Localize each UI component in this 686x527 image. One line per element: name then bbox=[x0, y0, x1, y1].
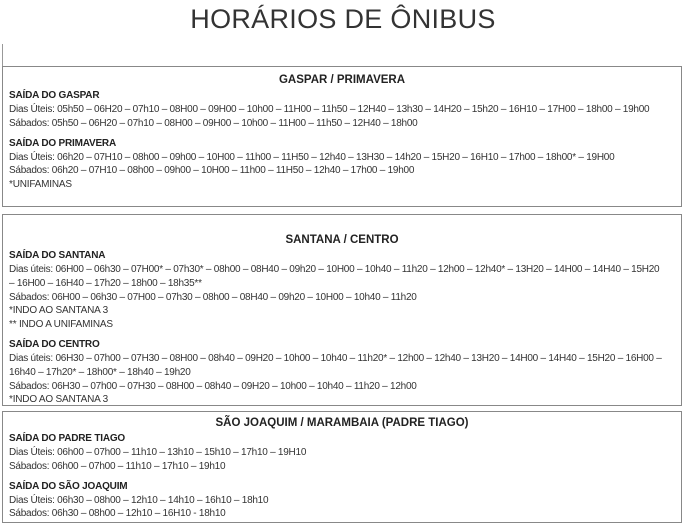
schedule-saturdays: Sábados: 06H00 – 06h30 – 07H00 – 07h30 –… bbox=[9, 291, 417, 303]
footnote: *INDO AO SANTANA 3 bbox=[9, 305, 109, 317]
schedule-weekdays: Dias Úteis: 05h50 – 06H20 – 07h10 – 08H0… bbox=[9, 104, 650, 115]
departure-label: SAÍDA DO SÃO JOAQUIM bbox=[9, 480, 128, 492]
section-gaspar-primavera: GASPAR / PRIMAVERA SAÍDA DO GASPAR Dias … bbox=[2, 66, 682, 207]
footnote: ** INDO A UNIFAMINAS bbox=[9, 319, 113, 331]
footnote: *UNIFAMINAS bbox=[9, 179, 72, 191]
section-title: SANTANA / CENTRO bbox=[285, 234, 399, 246]
departure-santana: SAÍDA DO SANTANA Dias úteis: 06H00 – 06h… bbox=[9, 249, 675, 332]
departure-primavera: SAÍDA DO PRIMAVERA Dias Úteis: 06h20 – 0… bbox=[9, 137, 675, 192]
schedule-weekdays: Dias Úteis: 06h00 – 07h00 – 11h10 – 13h1… bbox=[9, 447, 307, 458]
departure-label: SAÍDA DO CENTRO bbox=[9, 338, 100, 350]
departure-gaspar: SAÍDA DO GASPAR Dias Úteis: 05h50 – 06H2… bbox=[9, 89, 675, 131]
schedule-saturdays: Sábados: 06h00 – 07h00 – 11h10 – 17h10 –… bbox=[9, 460, 226, 472]
departure-label: SAÍDA DO PADRE TIAGO bbox=[9, 433, 126, 444]
page-title: HORÁRIOS DE ÔNIBUS bbox=[190, 4, 496, 34]
departure-label: SAÍDA DO PRIMAVERA bbox=[9, 137, 116, 149]
schedule-saturdays: Sábados: 06h30 – 08h00 – 12h10 – 16H10 -… bbox=[9, 508, 226, 520]
footnote: *INDO AO SANTANA 3 bbox=[9, 394, 109, 406]
departure-label: SAÍDA DO GASPAR bbox=[9, 90, 100, 101]
section-title: GASPAR / PRIMAVERA bbox=[278, 74, 406, 86]
section-santana-centro: SANTANA / CENTRO SAÍDA DO SANTANA Dias ú… bbox=[2, 214, 682, 406]
departure-label: SAÍDA DO SANTANA bbox=[9, 250, 106, 261]
divider bbox=[2, 44, 3, 66]
departure-padre-tiago: SAÍDA DO PADRE TIAGO Dias Úteis: 06h00 –… bbox=[9, 432, 675, 474]
schedule-weekdays: Dias úteis: 06H00 – 06h30 – 07H00* – 07h… bbox=[9, 264, 660, 289]
schedule-weekdays: Dias úteis: 06H30 – 07h00 – 07H30 – 08H0… bbox=[9, 352, 662, 378]
schedule-saturdays: Sábados: 06H30 – 07h00 – 07H30 – 08H00 –… bbox=[9, 380, 417, 392]
departure-centro: SAÍDA DO CENTRO Dias úteis: 06H30 – 07h0… bbox=[9, 338, 675, 407]
schedule-saturdays: Sábados: 05h50 – 06H20 – 07h10 – 08H00 –… bbox=[9, 117, 418, 129]
section-sao-joaquim-marambaia: SÃO JOAQUIM / MARAMBAIA (PADRE TIAGO) SA… bbox=[2, 411, 682, 523]
schedule-weekdays: Dias Úteis: 06h30 – 08h00 – 12h10 – 14h1… bbox=[9, 494, 269, 506]
departure-sao-joaquim: SAÍDA DO SÃO JOAQUIM Dias Úteis: 06h30 –… bbox=[9, 480, 675, 522]
schedule-weekdays: Dias Úteis: 06h20 – 07H10 – 08h00 – 09h0… bbox=[9, 151, 615, 163]
schedule-saturdays: Sábados: 06h20 – 07H10 – 08h00 – 09h00 –… bbox=[9, 165, 415, 177]
section-title: SÃO JOAQUIM / MARAMBAIA (PADRE TIAGO) bbox=[215, 417, 469, 429]
